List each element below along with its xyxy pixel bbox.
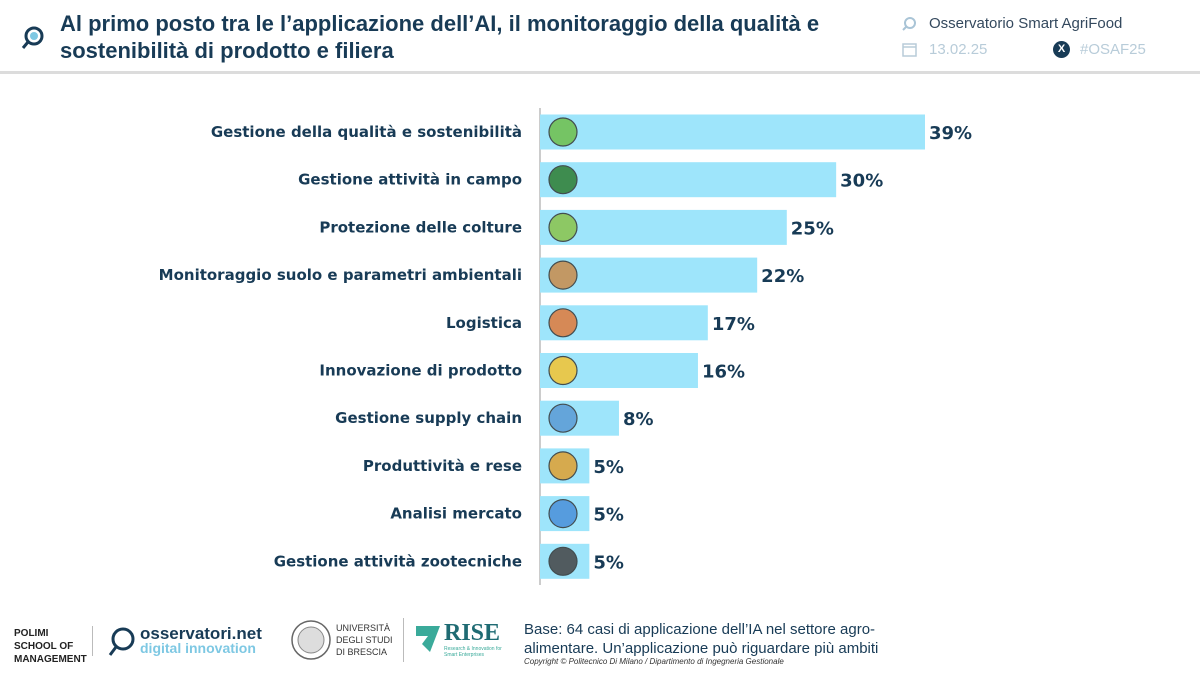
value-label: 17% [712,314,755,335]
rise-sub: Research & Innovation for Smart Enterpri… [444,646,502,658]
header: Al primo posto tra le l’applicazione del… [0,0,1200,74]
observatory-icon [902,17,916,31]
category-label: Innovazione di prodotto [319,362,522,380]
category-label: Gestione della qualità e sostenibilità [211,123,522,141]
value-label: 22% [761,266,804,287]
base-note: Base: 64 casi di applicazione dell’IA ne… [524,621,879,657]
hashtag[interactable]: #OSAF25 [1080,41,1146,58]
value-label: 5% [593,457,624,478]
category-label: Monitoraggio suolo e parametri ambiental… [159,266,522,284]
leaf-bug-icon [548,212,578,242]
soil-layers-icon [548,260,578,290]
page-title: Al primo posto tra le l’applicazione del… [60,11,820,63]
category-label: Gestione supply chain [335,409,522,427]
polimi-logo: POLIMI SCHOOL OF MANAGEMENT [14,628,87,665]
bar [540,162,837,198]
category-label: Gestione attività zootecniche [274,552,522,570]
tractor-icon [548,165,578,195]
category-label: Logistica [446,314,522,332]
value-label: 39% [929,123,972,144]
x-twitter-icon[interactable]: X [1053,41,1070,58]
value-label: 16% [702,362,745,383]
rise-logo: RISE [444,620,501,646]
bar-chart-icon [548,498,578,529]
lightbulb-gear-icon [548,355,578,386]
value-label: 5% [593,552,624,573]
unibs-logo: UNIVERSITÀ DEGLI STUDI DI BRESCIA [336,623,393,657]
bar-chart: Gestione della qualità e sostenibilità 39… [159,108,972,585]
network-icon [548,403,578,433]
osservatori-sub: digital innovation [140,640,256,656]
globe-plant-icon [548,117,578,147]
osservatori-logo: osservatori.net [140,624,262,643]
category-label: Analisi mercato [390,505,522,523]
value-label: 30% [840,171,883,192]
observatory-name: Osservatorio Smart AgriFood [929,15,1123,32]
bar [540,209,787,245]
calendar-icon [902,43,917,57]
value-label: 5% [593,505,624,526]
wheat-icon [548,451,578,481]
category-label: Gestione attività in campo [298,171,522,189]
copyright: Copyright © Politecnico Di Milano / Dipa… [524,657,784,666]
osservatori-logo-icon [108,627,135,656]
value-label: 25% [791,218,834,239]
magnifier-logo-icon [21,26,44,49]
divider [403,618,404,662]
date: 13.02.25 [929,41,988,58]
divider [92,626,93,656]
cow-icon [548,546,578,576]
bar [540,114,925,150]
rise-logo-icon [416,626,440,652]
delivery-truck-icon [548,308,578,338]
value-label: 8% [623,409,654,430]
category-label: Protezione delle colture [319,218,522,236]
unibs-seal-icon [291,620,331,660]
category-label: Produttività e rese [363,457,522,475]
